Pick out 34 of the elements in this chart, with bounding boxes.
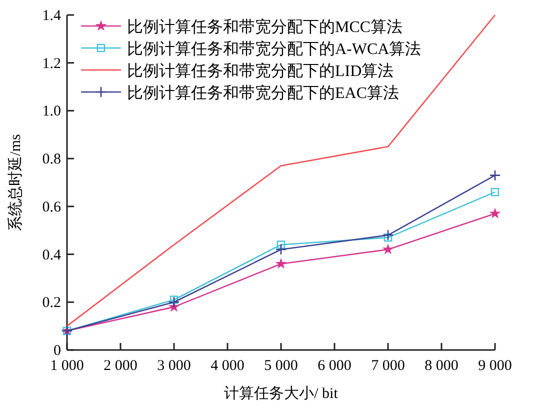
y-tick-label: 1.4 [42,8,62,24]
y-tick-label: 1.0 [42,104,61,120]
point [382,229,394,241]
x-tick-label: 9 000 [478,358,512,374]
x-tick-label: 2 000 [104,358,138,374]
point [275,258,287,269]
point [489,170,501,181]
legend-label: 比例计算任务和带宽分配下的EAC算法 [127,84,399,102]
y-tick-label: 0.6 [42,199,62,216]
y-tick-label: 1.2 [42,56,61,72]
y-tick-label: 0.2 [42,295,61,312]
x-tick-label: 1 000 [50,358,84,374]
y-axis-title: 系统总时延/ms [7,134,24,231]
point [170,296,178,304]
legend-label: 比例计算任务和带宽分配下的LID算法 [127,62,394,80]
point [382,244,394,254]
x-tick-label: 3 000 [157,358,191,374]
x-tick-label: 7 000 [371,358,405,374]
x-axis-title: 计算任务大小/ bit [224,385,339,402]
x-tick-label: 4 000 [210,358,244,374]
point [489,208,501,218]
x-tick-label: 5 000 [264,358,298,374]
y-tick-label: 0 [54,343,61,359]
legend-label: 比例计算任务和带宽分配下的MCC算法 [127,18,403,36]
point [168,296,180,308]
x-tick-label: 6 000 [318,358,352,374]
legend-label: 比例计算任务和带宽分配下的A-WCA算法 [127,40,422,58]
point [276,240,286,249]
point [384,233,392,242]
y-tick-label: 0.8 [42,152,61,168]
y-tick-label: 0.4 [42,247,62,264]
x-tick-label: 8 000 [424,358,458,374]
point [490,188,500,196]
point [275,244,287,256]
